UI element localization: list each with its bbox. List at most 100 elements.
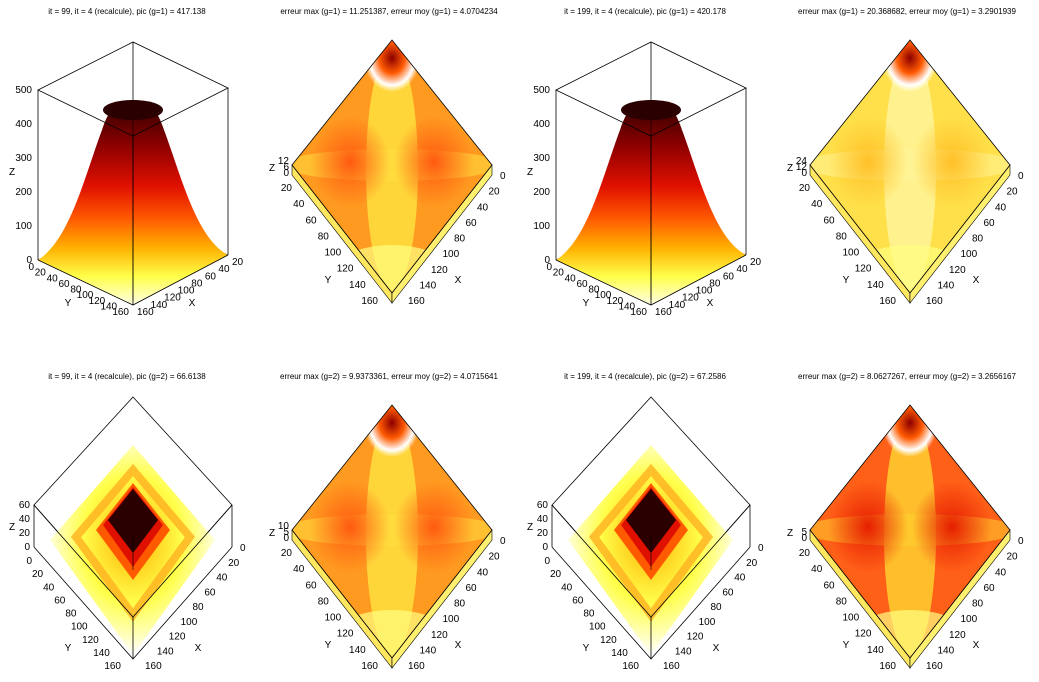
x-tick-label: 0 [758,543,764,554]
z-tick-label: 12 [278,156,290,167]
x-tick-label: 40 [736,264,748,275]
z-tick-label: 0 [283,168,289,179]
z-tick-label: 400 [533,119,550,130]
y-tick-label: 160 [361,296,378,307]
y-tick-label: 60 [54,595,66,606]
z-tick-label: 300 [533,153,550,164]
y-tick-label: 100 [842,613,859,624]
panel-title: it = 99, it = 4 (recalcule), pic (g=2) =… [48,372,206,381]
y-axis-label: Y [65,643,72,654]
panel-6: erreur max (g=2) = 9.9373361, erreur moy… [269,372,506,672]
x-tick-label: 40 [218,264,230,275]
x-tick-label: 60 [984,218,996,229]
surface-peak [882,40,938,92]
x-tick-label: 0 [240,543,246,554]
x-tick-label: 0 [1018,171,1024,182]
y-tick-label: 140 [867,645,884,656]
y-tick-label: 40 [811,199,823,210]
x-tick-label: 160 [137,307,154,318]
x-tick-label: 20 [489,552,501,563]
z-tick-label: 40 [19,514,31,525]
x-tick-label: 60 [723,271,735,282]
x-tick-label: 160 [145,661,162,672]
x-tick-label: 80 [454,599,466,610]
surface-blob-left [310,481,390,573]
x-tick-label: 100 [696,286,713,297]
z-axis-label: Z [9,522,15,533]
x-tick-label: 100 [443,614,460,625]
surface-peak-cap [621,100,681,120]
y-tick-label: 160 [630,307,647,318]
y-tick-label: 80 [836,596,848,607]
y-axis-label: Y [583,643,590,654]
x-tick-label: 0 [500,536,506,547]
y-tick-label: 0 [546,262,552,273]
z-tick-label: 0 [283,533,289,544]
x-tick-label: 100 [181,617,198,628]
surface-plateau-top [626,489,676,553]
y-tick-label: 40 [811,564,823,575]
x-tick-label: 100 [961,249,978,260]
z-tick-label: 100 [15,221,32,232]
x-tick-label: 100 [961,614,978,625]
surface-error-map [810,405,1010,658]
z-tick-label: 12 [796,162,808,173]
z-tick-label: 400 [15,119,32,130]
x-tick-label: 140 [151,300,168,311]
y-tick-label: 40 [561,582,573,593]
y-axis-label: Y [65,298,72,309]
surface-peak [882,405,938,457]
x-tick-label: 40 [216,573,228,584]
y-tick-label: 100 [77,290,94,301]
y-tick-label: 20 [799,183,811,194]
box-top-outline [291,404,493,659]
x-tick-label: 60 [205,271,217,282]
y-tick-label: 20 [35,268,47,279]
y-tick-label: 160 [361,661,378,672]
z-axis-label: Z [269,163,275,174]
surface-error-map [292,405,492,658]
x-tick-label: 140 [938,280,955,291]
z-axis-label: Z [527,167,533,178]
x-tick-label: 80 [972,234,984,245]
x-tick-label: 80 [711,602,723,613]
z-tick-label: 0 [544,255,550,266]
x-tick-label: 120 [682,293,699,304]
z-tick-label: 20 [19,528,31,539]
y-tick-label: 60 [823,215,835,226]
y-tick-label: 40 [293,199,305,210]
x-tick-label: 60 [722,587,734,598]
x-axis-label: X [455,275,462,286]
x-tick-label: 120 [949,630,966,641]
box-front-edges [37,254,229,306]
y-tick-label: 80 [318,231,330,242]
y-tick-label: 0 [26,556,32,567]
surface-error-map [292,40,492,293]
surface-blob-right [394,481,474,573]
x-tick-label: 80 [191,278,203,289]
x-tick-label: 40 [734,573,746,584]
z-tick-label: 60 [19,500,31,511]
y-tick-label: 40 [293,564,305,575]
y-tick-label: 160 [104,661,121,672]
panel-title: erreur max (g=1) = 20.368682, erreur moy… [798,7,1016,16]
z-tick-label: 24 [796,156,808,167]
panel-2: erreur max (g=1) = 11.251387, erreur moy… [269,7,506,307]
surface-blob-right [912,481,992,573]
z-tick-label: 100 [533,221,550,232]
z-tick-label: 200 [533,187,550,198]
panel-title: erreur max (g=2) = 8.0627267, erreur moy… [798,372,1016,381]
surface-plateau-top [108,489,158,553]
x-tick-label: 120 [431,630,448,641]
z-tick-label: 40 [537,514,549,525]
x-tick-label: 140 [420,280,437,291]
y-tick-label: 80 [583,609,595,620]
z-axis-label: Z [9,167,15,178]
y-tick-label: 0 [28,262,34,273]
x-tick-label: 40 [477,202,489,213]
x-axis-label: X [973,640,980,651]
y-tick-label: 140 [349,280,366,291]
surface-blob-right [394,116,474,208]
z-tick-label: 200 [15,187,32,198]
